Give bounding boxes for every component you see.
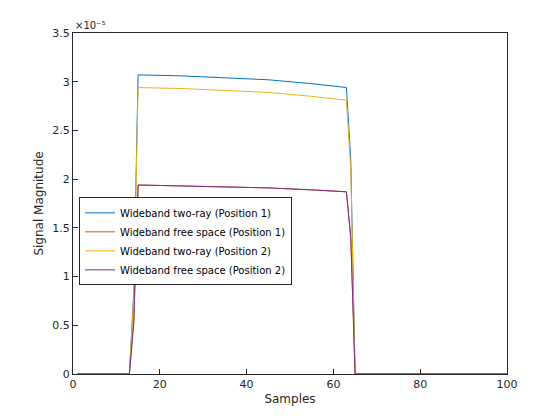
svg-text:2: 2 xyxy=(63,173,70,186)
svg-text:Wideband free space (Position: Wideband free space (Position 1) xyxy=(120,227,285,238)
svg-text:0.5: 0.5 xyxy=(52,319,70,332)
svg-text:Samples: Samples xyxy=(264,392,315,406)
svg-text:60: 60 xyxy=(326,378,340,391)
svg-text:100: 100 xyxy=(497,378,518,391)
svg-text:×10⁻⁵: ×10⁻⁵ xyxy=(75,20,105,31)
svg-text:2.5: 2.5 xyxy=(52,124,70,137)
svg-text:80: 80 xyxy=(413,378,427,391)
svg-text:Signal Magnitude: Signal Magnitude xyxy=(32,151,46,255)
svg-text:1.5: 1.5 xyxy=(52,222,70,235)
svg-text:20: 20 xyxy=(153,378,167,391)
svg-text:40: 40 xyxy=(240,378,254,391)
svg-text:3: 3 xyxy=(63,76,70,89)
svg-text:3.5: 3.5 xyxy=(52,27,70,40)
svg-text:0: 0 xyxy=(63,368,70,381)
svg-text:0: 0 xyxy=(70,378,77,391)
svg-text:1: 1 xyxy=(63,270,70,283)
svg-text:Wideband two-ray (Position 2): Wideband two-ray (Position 2) xyxy=(120,246,271,257)
svg-text:Wideband two-ray (Position 1): Wideband two-ray (Position 1) xyxy=(120,208,271,219)
svg-text:Wideband free space (Position: Wideband free space (Position 2) xyxy=(120,265,285,276)
